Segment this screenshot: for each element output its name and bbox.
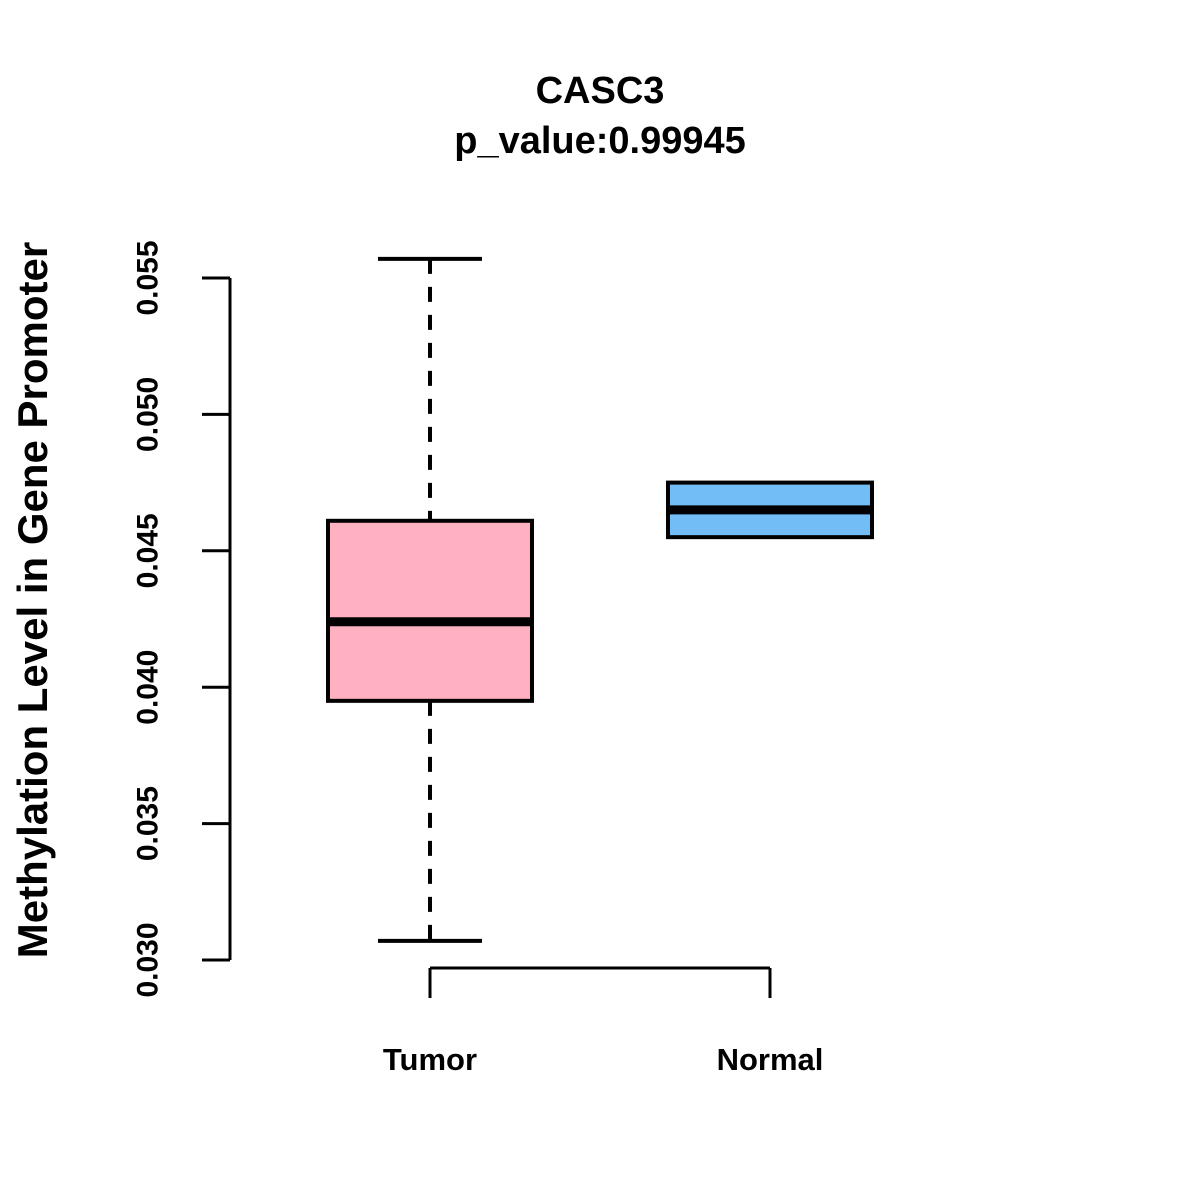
y-tick-label: 0.050 [132,377,165,452]
y-tick-label: 0.040 [132,650,165,725]
chart-title: CASC3 [535,70,665,112]
x-category-label-tumor: Tumor [383,1042,477,1077]
x-category-label-normal: Normal [717,1042,824,1077]
chart-subtitle: p_value:0.99945 [454,120,746,162]
y-tick-label: 0.030 [132,922,165,997]
y-tick-label: 0.055 [132,240,165,315]
y-tick-label: 0.035 [132,786,165,861]
y-tick-label: 0.045 [132,513,165,588]
tumor-box [326,518,534,703]
